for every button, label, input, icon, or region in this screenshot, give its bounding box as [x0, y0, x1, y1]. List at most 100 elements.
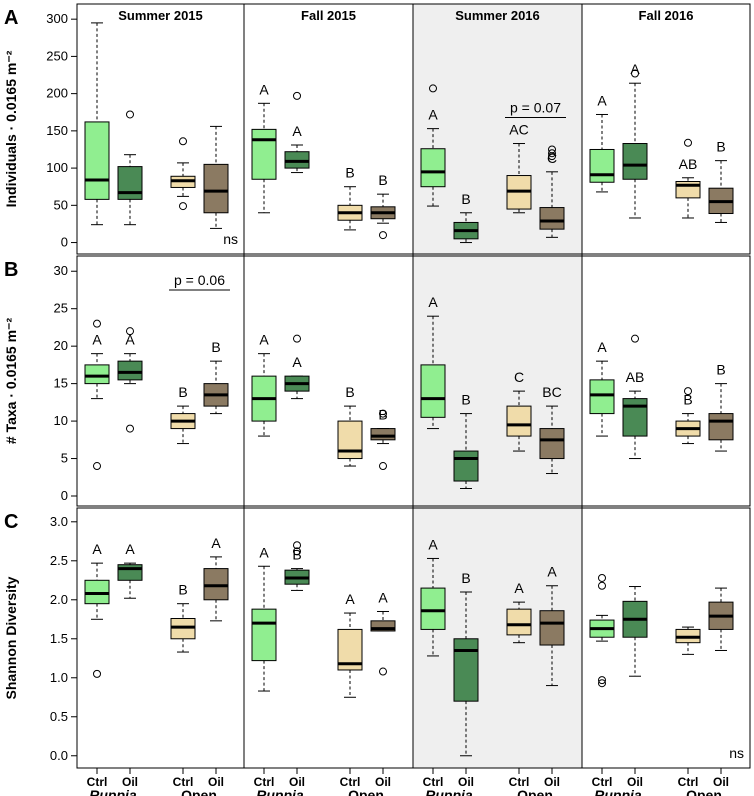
box: [453, 450, 479, 482]
y-tick-label: 15: [54, 376, 68, 391]
significance-letter: C: [547, 150, 557, 166]
significance-letter: B: [178, 384, 187, 400]
significance-letter: A: [259, 544, 269, 560]
outlier-point: [548, 149, 556, 158]
significance-letter: A: [597, 92, 607, 108]
significance-letter: B: [345, 165, 354, 181]
group-label-open: Open: [686, 787, 722, 796]
significance-letter: B: [378, 407, 387, 423]
y-tick-label: 150: [46, 123, 68, 138]
box: [251, 128, 277, 180]
y-tick-label: 50: [54, 197, 68, 212]
box: [589, 379, 615, 415]
significance-letter: A: [211, 535, 221, 551]
x-tick-label: Oil: [375, 775, 391, 789]
outlier-point: [126, 327, 134, 336]
outlier-point: [179, 137, 187, 146]
box: [170, 618, 196, 640]
outlier-point: [598, 676, 606, 685]
box: [251, 608, 277, 662]
x-tick-label: Ctrl: [87, 775, 108, 789]
box: [84, 364, 110, 385]
outlier-point: [293, 547, 301, 556]
outlier-point: [379, 231, 387, 240]
significance-letter: B: [683, 392, 692, 408]
box: [453, 638, 479, 702]
outlier-point: [548, 145, 556, 154]
significance-letter: B: [292, 547, 301, 563]
significance-letter: A: [292, 354, 302, 370]
significance-letter: C: [514, 369, 524, 385]
x-tick-label: Ctrl: [592, 775, 613, 789]
y-tick-label: 0.0: [50, 748, 68, 763]
y-tick-label: 20: [54, 338, 68, 353]
season-title: Fall 2016: [639, 8, 694, 23]
significance-letter: A: [259, 332, 269, 348]
significance-letter: B: [461, 392, 470, 408]
box: [539, 610, 565, 646]
significance-letter: B: [461, 191, 470, 207]
group-label-open: Open: [348, 787, 384, 796]
box: [420, 148, 446, 188]
box: [539, 428, 565, 460]
x-tick-label: Ctrl: [254, 775, 275, 789]
y-tick-label: 250: [46, 48, 68, 63]
significance-letter: B: [178, 582, 187, 598]
x-tick-label: Oil: [544, 775, 560, 789]
y-tick-label: 100: [46, 160, 68, 175]
outlier-point: [684, 138, 692, 147]
y-axis-label: # Taxa · 0.0165 m⁻²: [3, 318, 19, 445]
box: [708, 413, 734, 441]
outlier-point: [293, 334, 301, 343]
significance-letter: A: [547, 564, 557, 580]
box: [420, 364, 446, 418]
x-tick-label: Ctrl: [509, 775, 530, 789]
y-tick-label: 0: [61, 488, 68, 503]
y-tick-label: 300: [46, 11, 68, 26]
significance-letter: A: [428, 107, 438, 123]
significance-letter: AB: [626, 369, 645, 385]
outlier-point: [379, 462, 387, 471]
box: [117, 564, 143, 581]
group-label-open: Open: [517, 787, 553, 796]
significance-letter: AB: [679, 156, 698, 172]
x-tick-label: Ctrl: [423, 775, 444, 789]
outlier-point: [631, 334, 639, 343]
significance-letter: B: [716, 362, 725, 378]
y-tick-label: 30: [54, 263, 68, 278]
p-value-label: p = 0.06: [174, 272, 225, 288]
significance-letter: A: [428, 294, 438, 310]
significance-letter: B: [378, 172, 387, 188]
outlier-point: [126, 424, 134, 433]
ns-label: ns: [223, 231, 238, 247]
season-title: Summer 2015: [118, 8, 203, 23]
box: [506, 405, 532, 437]
significance-letter: BC: [542, 384, 561, 400]
significance-letter: B: [716, 139, 725, 155]
outlier-point: [598, 679, 606, 688]
x-tick-label: Oil: [289, 775, 305, 789]
box: [589, 148, 615, 183]
outlier-point: [93, 462, 101, 471]
significance-letter: A: [92, 541, 102, 557]
y-tick-label: 1.0: [50, 670, 68, 685]
outlier-point: [684, 387, 692, 396]
box: [84, 121, 110, 200]
box: [370, 428, 396, 441]
y-tick-label: 5: [61, 451, 68, 466]
outlier-point: [631, 69, 639, 78]
y-tick-label: 0.5: [50, 709, 68, 724]
box: [337, 420, 363, 460]
box: [203, 163, 229, 214]
outlier-point: [598, 573, 606, 582]
y-tick-label: 2.5: [50, 553, 68, 568]
significance-letter: A: [428, 536, 438, 552]
significance-letter: A: [378, 589, 388, 605]
y-tick-label: 1.5: [50, 631, 68, 646]
outlier-point: [293, 91, 301, 100]
box: [622, 398, 648, 437]
y-axis-label: Individuals · 0.0165 m⁻²: [3, 50, 19, 207]
y-tick-label: 200: [46, 86, 68, 101]
panel-label: B: [4, 259, 18, 281]
